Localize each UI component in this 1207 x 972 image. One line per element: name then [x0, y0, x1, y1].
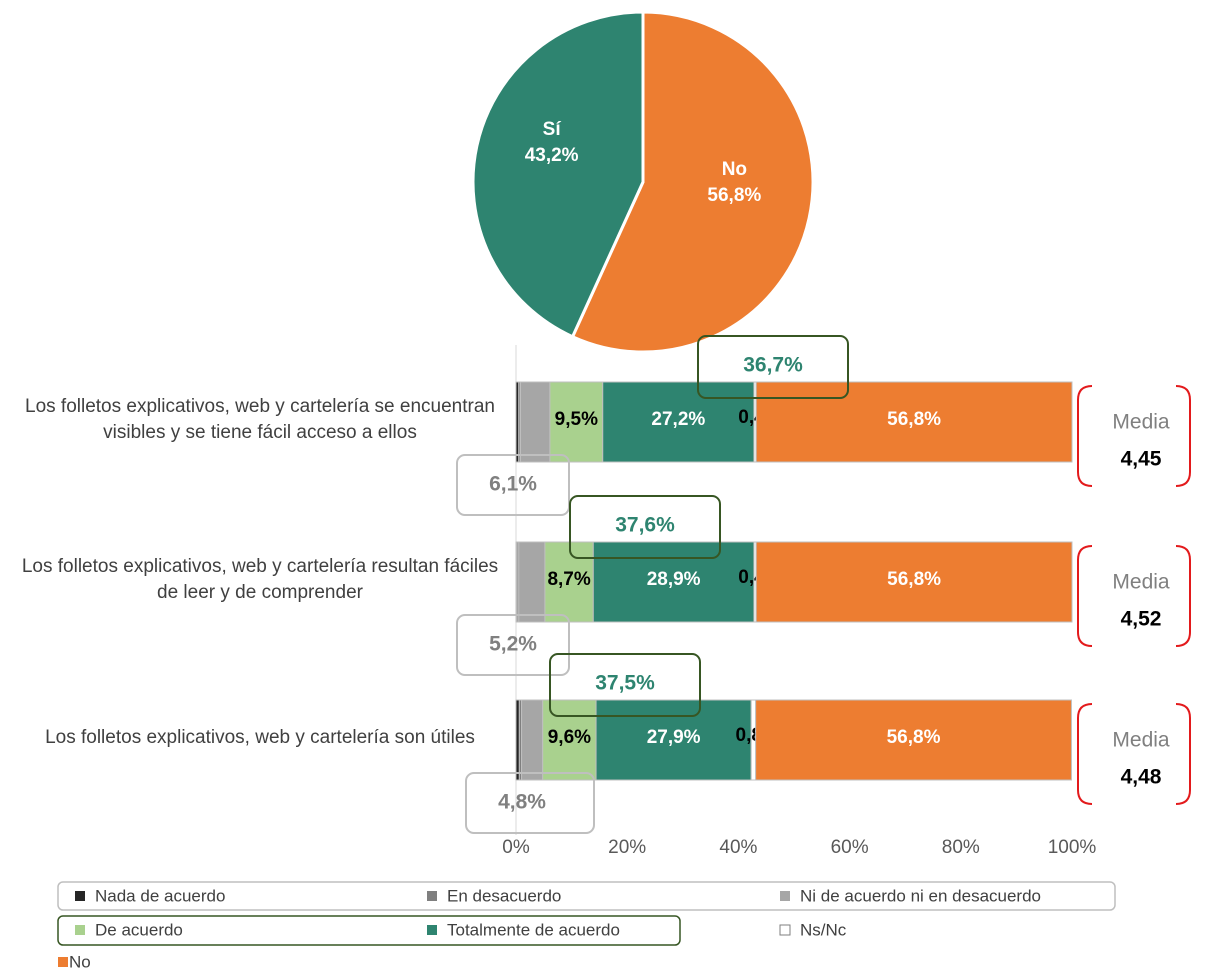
category-label: Los folletos explicativos, web y cartele…: [25, 396, 495, 443]
disagree-total: 5,2%: [489, 633, 537, 656]
category-label: Los folletos explicativos, web y cartele…: [22, 556, 498, 603]
disagree-box: [456, 614, 570, 676]
agree-total: 37,6%: [615, 514, 675, 537]
mean-bracket: [1175, 385, 1191, 487]
bar-segment: [755, 541, 1073, 623]
legend-label: En desacuerdo: [447, 886, 561, 905]
category-label: Los folletos explicativos, web y cartele…: [45, 727, 475, 748]
mean-title: Media: [1112, 729, 1170, 752]
bar-segment: [602, 381, 755, 463]
bar-segment: [519, 381, 551, 463]
agree-total: 37,5%: [595, 672, 655, 695]
bar-segment: [549, 381, 604, 463]
bar-label: 9,5%: [555, 409, 598, 430]
mean-title: Media: [1112, 411, 1170, 434]
mean-bracket: [1077, 545, 1093, 647]
mean-title: Media: [1112, 571, 1170, 594]
agree-box: [569, 495, 721, 559]
slice-label: 43,2%: [525, 145, 579, 166]
bar-label: 8,7%: [547, 569, 590, 590]
legend-swatch: [75, 925, 85, 935]
disagree-box: [465, 772, 595, 834]
mean-value: 4,52: [1121, 608, 1162, 631]
x-tick-label: 40%: [719, 837, 757, 858]
x-tick-label: 60%: [831, 837, 869, 858]
agree-box: [697, 335, 849, 399]
pie-slice: [570, 10, 815, 354]
mean-bracket: [1077, 385, 1093, 487]
slice-name: No: [722, 159, 747, 180]
bar-segment: [755, 381, 1073, 463]
bar-segment: [515, 699, 520, 781]
mean-bracket: [1175, 703, 1191, 805]
slice-name: Sí: [543, 119, 562, 140]
bar-label: 28,9%: [647, 569, 701, 590]
bar-segment: [544, 541, 594, 623]
bar-segment: [755, 699, 1072, 781]
bar-label: 27,9%: [647, 727, 701, 748]
legend-label: De acuerdo: [95, 920, 183, 939]
x-tick-label: 20%: [608, 837, 646, 858]
x-tick-label: 80%: [942, 837, 980, 858]
legend-swatch: [58, 957, 68, 967]
mean-bracket: [1077, 703, 1093, 805]
legend-frame: [57, 915, 681, 946]
legend-swatch: [427, 925, 437, 935]
legend-label: Ns/Nc: [800, 920, 847, 939]
legend-label: Ni de acuerdo ni en desacuerdo: [800, 886, 1041, 905]
disagree-total: 6,1%: [489, 473, 537, 496]
bar-label: 56,8%: [887, 569, 941, 590]
legend-label: No: [69, 952, 91, 971]
mean-bracket: [1175, 545, 1191, 647]
legend-label: Nada de acuerdo: [95, 886, 225, 905]
agree-total: 36,7%: [743, 354, 803, 377]
agree-box: [549, 653, 701, 717]
disagree-box: [456, 454, 570, 516]
bar-label: 56,8%: [887, 409, 941, 430]
disagree-total: 4,8%: [498, 791, 546, 814]
bar-label: 56,8%: [887, 727, 941, 748]
legend-frame: [57, 881, 1116, 911]
legend-swatch: [780, 891, 790, 901]
bar-segment: [521, 699, 544, 781]
x-tick-label: 100%: [1048, 837, 1097, 858]
slice-label: 56,8%: [707, 185, 761, 206]
legend-swatch: [779, 924, 791, 936]
bar-label: 9,6%: [548, 727, 591, 748]
bar-segment: [592, 541, 755, 623]
x-tick-label: 0%: [502, 837, 530, 858]
bar-label: 27,2%: [651, 409, 705, 430]
pie-slice: [471, 10, 645, 339]
mean-value: 4,48: [1121, 766, 1162, 789]
bar-segment: [518, 541, 546, 623]
legend-swatch: [427, 891, 437, 901]
mean-value: 4,45: [1121, 448, 1162, 471]
legend-swatch: [75, 891, 85, 901]
legend-label: Totalmente de acuerdo: [447, 920, 620, 939]
